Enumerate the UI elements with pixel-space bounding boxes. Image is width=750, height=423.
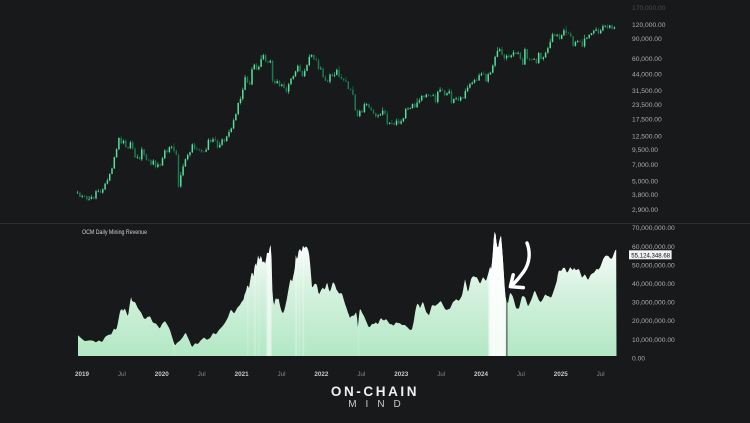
svg-text:55,124,348.68: 55,124,348.68 (631, 252, 670, 259)
svg-text:Jul: Jul (118, 371, 126, 378)
svg-text:Jul: Jul (198, 371, 206, 378)
svg-text:90,000.00: 90,000.00 (632, 36, 662, 43)
svg-text:60,000,000.00: 60,000,000.00 (632, 244, 675, 251)
svg-text:2020: 2020 (155, 371, 170, 378)
svg-text:31,500.00: 31,500.00 (632, 88, 662, 95)
svg-text:ON-CHAIN: ON-CHAIN (331, 384, 419, 399)
svg-text:60,000.00: 60,000.00 (632, 56, 662, 63)
svg-text:2,900.00: 2,900.00 (632, 207, 658, 214)
svg-text:120,000.00: 120,000.00 (632, 22, 666, 29)
svg-text:Jul: Jul (357, 371, 365, 378)
svg-text:Jul: Jul (597, 371, 605, 378)
svg-text:17,500.00: 17,500.00 (632, 117, 662, 124)
svg-text:170,000.00: 170,000.00 (632, 5, 666, 12)
svg-text:40,000,000.00: 40,000,000.00 (632, 281, 675, 288)
svg-text:0.00: 0.00 (632, 355, 645, 362)
svg-text:2019: 2019 (75, 371, 90, 378)
svg-text:20,000,000.00: 20,000,000.00 (632, 318, 675, 325)
svg-text:OCM Daily Mining Revenue: OCM Daily Mining Revenue (82, 229, 147, 236)
svg-text:2021: 2021 (235, 371, 250, 378)
svg-text:10,000,000.00: 10,000,000.00 (632, 337, 675, 344)
svg-text:44,000.00: 44,000.00 (632, 71, 662, 78)
svg-text:Jul: Jul (517, 371, 525, 378)
svg-text:23,500.00: 23,500.00 (632, 102, 662, 109)
svg-text:2025: 2025 (554, 371, 569, 378)
svg-text:7,000.00: 7,000.00 (632, 162, 658, 169)
svg-text:Jul: Jul (277, 371, 285, 378)
svg-text:3,800.00: 3,800.00 (632, 192, 658, 199)
svg-text:9,500.00: 9,500.00 (632, 147, 658, 154)
svg-text:50,000,000.00: 50,000,000.00 (632, 262, 675, 269)
svg-text:30,000,000.00: 30,000,000.00 (632, 300, 675, 307)
svg-text:5,000.00: 5,000.00 (632, 178, 658, 185)
svg-text:70,000,000.00: 70,000,000.00 (632, 225, 675, 232)
svg-text:2023: 2023 (394, 371, 409, 378)
svg-text:MIND: MIND (348, 399, 410, 410)
svg-text:2024: 2024 (474, 371, 489, 378)
svg-text:Jul: Jul (437, 371, 445, 378)
svg-text:12,500.00: 12,500.00 (632, 133, 662, 140)
svg-text:2022: 2022 (314, 371, 329, 378)
